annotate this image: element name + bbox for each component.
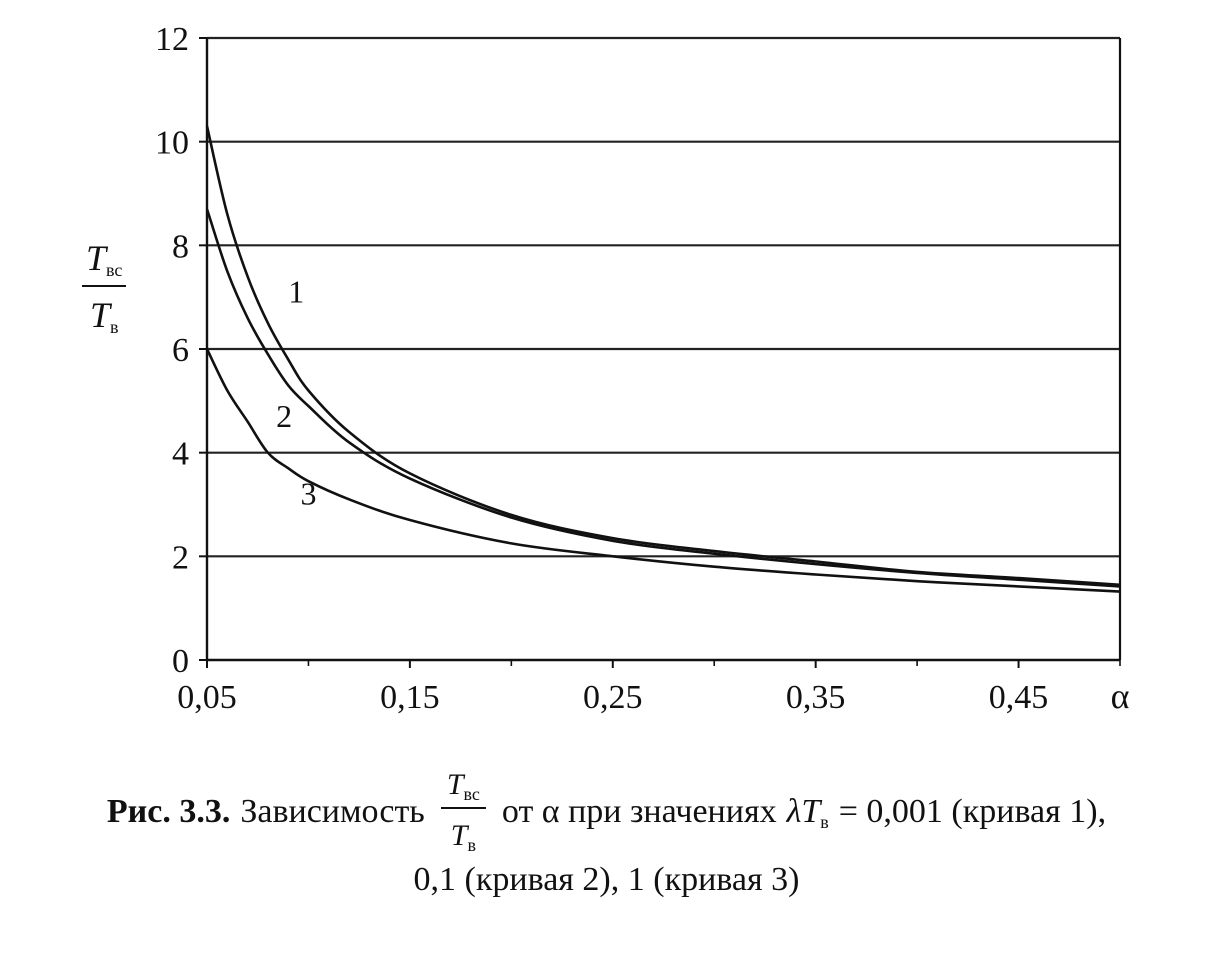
x-axis-label: α — [1111, 676, 1130, 716]
series-label-2: 2 — [276, 398, 292, 434]
y-tick-label: 0 — [172, 643, 189, 680]
x-tick-label: 0,05 — [177, 679, 237, 716]
y-axis-label-denominator: Tв — [89, 295, 119, 337]
caption-text-2: от α при значениях — [501, 793, 777, 831]
series-label-3: 3 — [300, 476, 316, 512]
series-layer — [205, 125, 1121, 593]
x-tick-label: 0,25 — [583, 679, 643, 716]
caption-fraction-numerator: Tвс — [440, 770, 486, 809]
y-tick-label: 8 — [172, 228, 189, 265]
y-axis-label-numerator: Tвс — [82, 240, 127, 287]
y-tick-label: 10 — [155, 125, 189, 162]
series-line-1 — [205, 125, 1121, 587]
y-tick-label: 6 — [172, 332, 189, 369]
y-tick-label: 4 — [172, 436, 189, 473]
x-tick-label: 0,45 — [989, 679, 1049, 716]
x-tick-label: 0,35 — [786, 679, 846, 716]
series-label-1: 1 — [288, 273, 304, 309]
y-tick-label: 2 — [172, 539, 189, 576]
series-line-3 — [205, 348, 1121, 593]
axes-layer — [199, 37, 1122, 668]
caption-text-1: Зависимость — [240, 793, 425, 831]
caption-figure-number: Рис. 3.3. — [106, 793, 231, 831]
figure-caption-line-2: 0,1 (кривая 2), 1 (кривая 3) — [413, 861, 800, 898]
caption-fraction: Tвс Tв — [440, 770, 486, 855]
caption-lambda: λTв — [786, 792, 829, 832]
y-axis-label: Tвс Tв — [82, 240, 127, 337]
y-tick-label: 12 — [155, 21, 189, 58]
x-tick-label: 0,15 — [380, 679, 440, 716]
caption-text-3: = 0,001 (кривая 1), — [838, 793, 1107, 831]
grid-layer — [207, 36, 1120, 558]
caption-fraction-denominator: Tв — [450, 819, 476, 855]
figure-caption-line-1: Рис. 3.3. Зависимость Tвс Tв от α при зн… — [0, 770, 1213, 855]
series-line-2 — [205, 208, 1121, 588]
